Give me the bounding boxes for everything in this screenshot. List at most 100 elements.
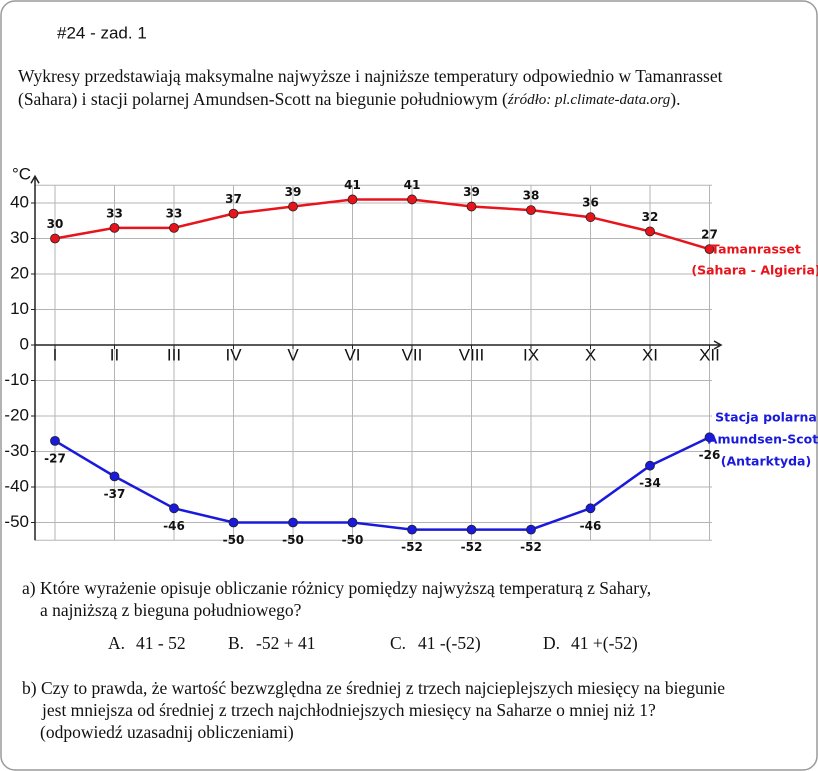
x-tick-label: IV [225, 345, 242, 364]
value-label: -37 [104, 487, 126, 501]
data-point [466, 201, 477, 212]
y-tick-label: -40 [4, 476, 29, 495]
intro-text: (Sahara) i stacji polarnej Amundsen-Scot… [18, 89, 508, 109]
value-label: 37 [225, 192, 242, 206]
intro-line: (Sahara) i stacji polarnej Amundsen-Scot… [18, 89, 680, 109]
data-point [407, 194, 417, 205]
intro-line: Wykresy przedstawiają maksymalne najwyżs… [18, 66, 723, 86]
x-tick-label: V [287, 345, 299, 364]
value-label: 27 [701, 228, 718, 242]
x-tick-label: I [53, 345, 58, 364]
option-text: 41 - 52 [136, 633, 186, 653]
x-tick-label: IX [523, 345, 539, 364]
value-label: -27 [44, 451, 66, 465]
value-label: 41 [404, 178, 421, 192]
x-tick-label: II [110, 345, 119, 364]
option-text: 41 +(-52) [571, 633, 638, 653]
data-point [704, 244, 715, 255]
option-label: A. [108, 633, 125, 653]
x-tick-label: VIII [459, 345, 485, 364]
value-label: 41 [344, 178, 361, 192]
x-tick-label: VI [344, 345, 360, 364]
x-tick-label: XII [699, 345, 720, 364]
y-tick-label: -50 [4, 512, 29, 531]
y-tick-label: -10 [4, 370, 29, 389]
options: A. 41 - 52 B. -52 + 41 C. 41 -(-52) D. 41 +(-52… [108, 633, 638, 653]
value-label: -52 [520, 540, 542, 554]
question-line: a najniższą z bieguna południowego? [40, 600, 302, 620]
series-label: (Antarktyda) [721, 454, 811, 469]
data-point [645, 460, 655, 471]
y-tick-label: 30 [10, 228, 29, 247]
x-tick-label: III [167, 345, 181, 364]
data-point [169, 503, 179, 514]
data-point [109, 222, 120, 233]
question-line: jest mniejsza od średniej z trzech najch… [41, 700, 656, 720]
value-label: 30 [47, 217, 64, 231]
y-tick-label: 40 [10, 192, 29, 211]
x-tick-label: X [585, 345, 596, 364]
y-tick-label: 20 [10, 263, 29, 282]
value-label: -52 [401, 540, 423, 554]
series-label: Stacja polarna [715, 410, 817, 425]
value-label: -34 [639, 476, 661, 490]
x-tick-label: XI [642, 345, 658, 364]
value-label: 33 [166, 206, 183, 220]
value-label: 39 [285, 185, 302, 199]
series-label: Amundsen-Scott [708, 432, 818, 447]
data-point [109, 471, 120, 482]
value-label: 39 [463, 185, 480, 199]
data-point [585, 212, 596, 223]
data-point [526, 524, 536, 535]
task-title: #24 - zad. 1 [57, 23, 147, 42]
series-label: (Sahara - Algieria) [691, 263, 818, 278]
option-label: D. [543, 633, 560, 653]
data-point [407, 524, 417, 535]
y-tick-label: 0 [20, 334, 29, 353]
data-point [704, 432, 715, 443]
value-label: -50 [342, 533, 364, 547]
value-label: 33 [106, 206, 123, 220]
source: źródło: pl.climate-data.org [507, 92, 671, 108]
y-unit: °C [12, 165, 31, 184]
data-point [288, 517, 298, 528]
series-label: Tamanrasset [711, 242, 801, 257]
value-label: 38 [523, 189, 540, 203]
value-label: 36 [582, 196, 599, 210]
y-tick-label: -20 [4, 405, 29, 424]
question-line: b) Czy to prawda, że wartość bezwzględna… [22, 678, 725, 698]
data-point [645, 226, 655, 237]
question-line: (odpowiedź uzasadnij obliczeniami) [40, 722, 294, 742]
y-tick-label: 10 [10, 299, 29, 318]
option-text: -52 + 41 [256, 633, 315, 653]
y-tick-label: -30 [4, 441, 29, 460]
data-point [288, 201, 298, 212]
value-label: 32 [642, 210, 659, 224]
value-label: -46 [163, 519, 185, 533]
series-line [54, 436, 711, 531]
question-line: a) Które wyrażenie opisuje obliczanie ró… [22, 578, 651, 598]
x-axis-arrow [713, 340, 723, 350]
data-point [228, 517, 239, 528]
data-point [347, 517, 358, 528]
data-point [347, 194, 358, 205]
value-label: -52 [461, 540, 483, 554]
data-point [50, 435, 60, 446]
option-label: B. [228, 633, 244, 653]
data-point [526, 205, 536, 216]
data-point [585, 503, 596, 514]
series-line [54, 198, 710, 251]
option-label: C. [390, 633, 406, 653]
value-label: -26 [699, 448, 721, 462]
value-label: -50 [223, 533, 245, 547]
intro-text: ). [670, 89, 680, 109]
option-text: 41 -(-52) [418, 633, 481, 653]
data-point [228, 208, 239, 219]
x-tick-label: VII [402, 345, 423, 364]
value-label: -50 [282, 533, 304, 547]
value-label: -46 [580, 519, 602, 533]
data-point [169, 222, 179, 233]
data-point [50, 233, 60, 244]
